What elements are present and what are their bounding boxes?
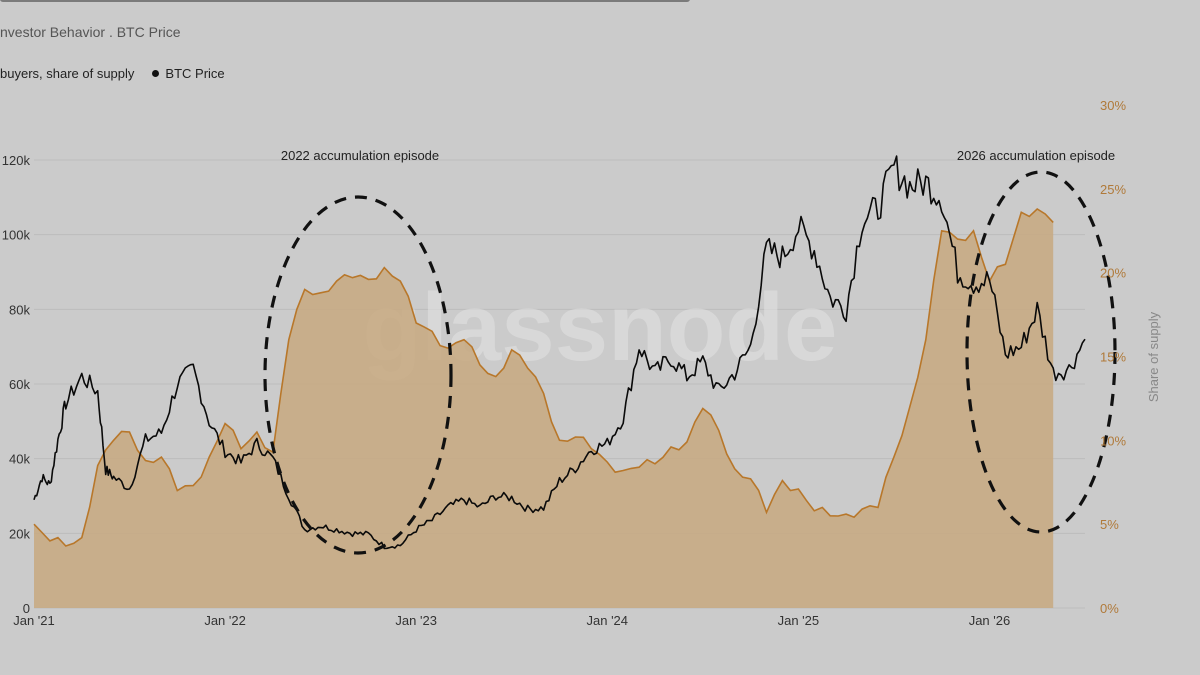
x-tick-label: Jan '25 (778, 613, 820, 628)
legend-dot-icon (152, 70, 160, 77)
legend-label-buyers: buyers, share of supply (0, 66, 135, 81)
y-left-tick-label: 60k (9, 377, 30, 392)
annotation-label: 2026 accumulation episode (957, 148, 1115, 163)
chart-legend: buyers, share of supply BTC Price (0, 66, 225, 81)
annotation-label: 2022 accumulation episode (281, 148, 439, 163)
legend-item-buyers[interactable]: buyers, share of supply (0, 66, 134, 81)
y-right-tick-label: 15% (1100, 350, 1126, 365)
y-right-axis-title: Share of supply (1146, 311, 1161, 402)
y-right-tick-label: 20% (1100, 266, 1126, 281)
share-of-supply-area (33, 207, 1054, 608)
y-left-tick-label: 80k (9, 302, 30, 317)
btc-price-line-layer (33, 155, 1086, 550)
annotation-ellipse (263, 195, 453, 555)
y-right-tick-label: 0% (1100, 601, 1119, 616)
y-left-tick-label: 120k (2, 153, 31, 168)
chart-subtitle: nvestor Behavior . BTC Price (0, 24, 181, 40)
annotation-ellipse (965, 170, 1117, 534)
share-area-line (33, 207, 1054, 547)
x-tick-label: Jan '22 (204, 613, 246, 628)
btc-price-line (33, 155, 1086, 550)
y-left-tick-label: 100k (2, 228, 31, 243)
share-area-fill (34, 209, 1054, 608)
y-right-tick-label: 30% (1100, 98, 1126, 113)
y-left-tick-label: 20k (9, 526, 30, 541)
x-tick-label: Jan '26 (969, 613, 1011, 628)
y-left-tick-label: 0 (23, 601, 30, 616)
legend-label-btc-price: BTC Price (165, 66, 225, 81)
x-axis: Jan '21 Jan '22 Jan '23 Jan '24 Jan '25 Jan '… (13, 613, 1010, 628)
y-axis-left: 0 20k 40k 60k 80k 100k 120k (2, 153, 31, 616)
y-right-tick-label: 25% (1100, 182, 1126, 197)
x-tick-label: Jan '24 (587, 613, 629, 628)
x-tick-label: Jan '21 (13, 613, 55, 628)
y-right-tick-label: 10% (1100, 433, 1126, 448)
annotation-ellipses (263, 170, 1117, 555)
cropped-title-bar (0, 0, 690, 2)
legend-item-btc-price[interactable]: BTC Price (152, 66, 225, 81)
annotation-labels: 2022 accumulation episode 2026 accumulati… (281, 148, 1115, 163)
y-axis-right: 0% 5% 10% 15% 20% 25% 30% Share of supply (1100, 98, 1161, 616)
y-left-tick-label: 40k (9, 452, 30, 467)
x-tick-label: Jan '23 (395, 613, 437, 628)
y-right-tick-label: 5% (1100, 517, 1119, 532)
